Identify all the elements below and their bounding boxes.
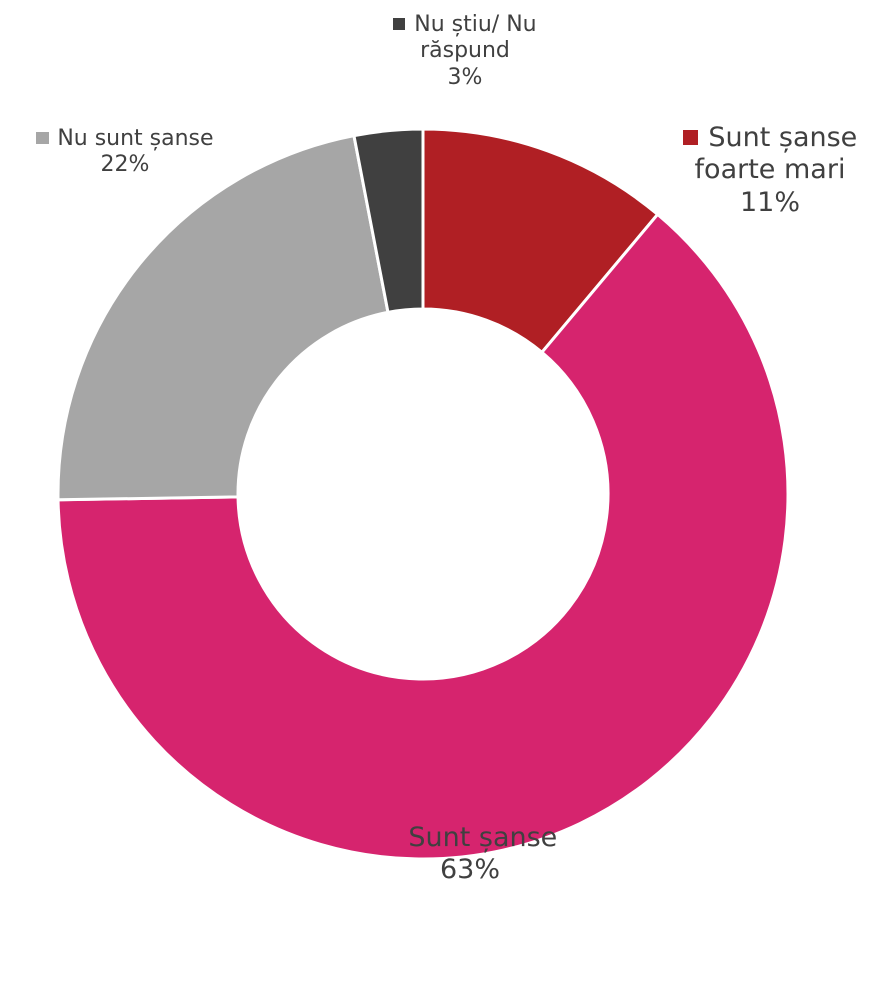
value-label: 63% (340, 854, 600, 886)
category-label: Nu știu/ Nu răspund (414, 12, 536, 63)
page: Sunt șanse foarte mari11% Sunt șanse63% Nu… (0, 0, 882, 983)
category-label: Sunt șanse foarte mari (695, 122, 858, 185)
category-label: Nu sunt șanse (57, 126, 213, 151)
category-label: Sunt șanse (408, 822, 557, 853)
value-label: 3% (365, 65, 565, 91)
legend-marker (36, 132, 48, 144)
donut-slice (58, 136, 388, 500)
legend-marker (393, 18, 405, 30)
value-label: 11% (670, 187, 870, 219)
legend-marker (683, 130, 698, 145)
value-label: 22% (5, 152, 245, 178)
legend-marker (383, 830, 398, 845)
